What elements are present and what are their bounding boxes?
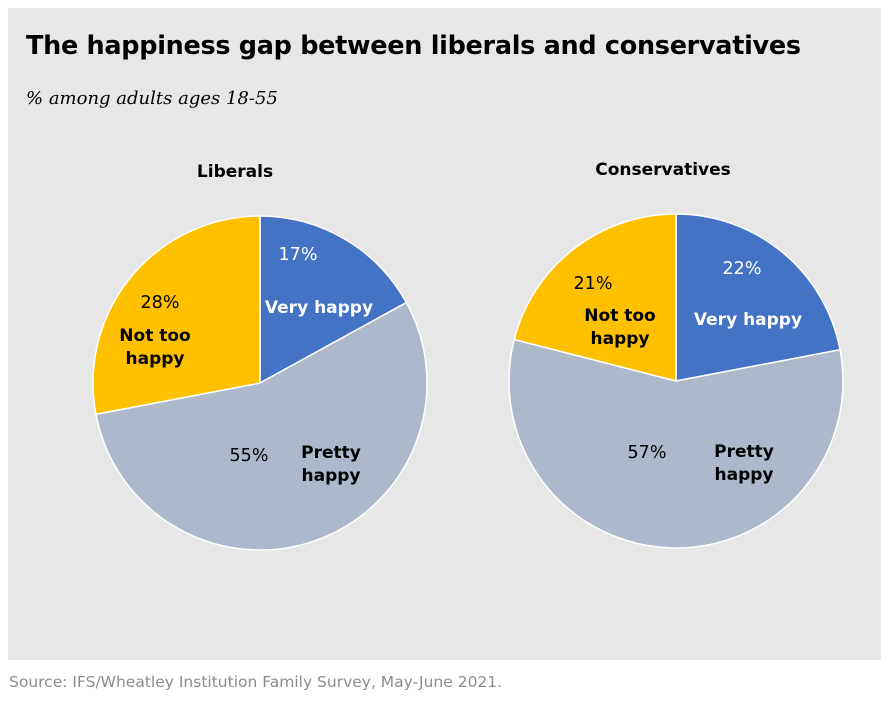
pie-title-liberals: Liberals	[197, 162, 273, 182]
pie-category-label-line: happy	[302, 466, 361, 486]
pie-slice-liberals-not-too-happy	[92, 215, 261, 416]
pie-chart-conservatives: Conservatives 22% Very happy 57% Pretty happ…	[508, 160, 844, 549]
pie-category-label-liberals-not-too-happy: Not too happy	[119, 326, 190, 369]
pie-category-label-conservatives-very-happy: Very happy	[694, 310, 802, 330]
pie-category-label-line: happy	[126, 349, 185, 369]
chart-subtitle: % among adults ages 18-55	[26, 88, 278, 109]
pie-value-label-conservatives-pretty-happy: 57%	[628, 443, 667, 463]
pie-value-label-liberals-not-too-happy: 28%	[141, 293, 180, 313]
pie-category-label-line: Not too	[119, 326, 190, 346]
pie-value-label-liberals-very-happy: 17%	[279, 245, 318, 265]
pie-category-label-line: Pretty	[301, 443, 361, 463]
pie-category-label-liberals-very-happy: Very happy	[265, 298, 373, 318]
pie-category-label-line: happy	[591, 329, 650, 349]
pie-slice-liberals-pretty-happy	[95, 301, 428, 551]
pie-chart-liberals: Liberals 17% Very happy 55% Pretty happy 28% N…	[92, 162, 428, 551]
pie-category-label-conservatives-pretty-happy: Pretty happy	[714, 442, 774, 485]
pie-category-label-liberals-pretty-happy: Pretty happy	[301, 443, 361, 486]
pie-category-label-line: Very happy	[265, 298, 373, 318]
pie-value-label-conservatives-not-too-happy: 21%	[574, 274, 613, 294]
pie-title-conservatives: Conservatives	[595, 160, 731, 180]
pie-slice-conservatives-not-too-happy	[513, 213, 677, 382]
source-note: Source: IFS/Wheatley Institution Family …	[9, 673, 503, 691]
pie-category-label-line: Pretty	[714, 442, 774, 462]
chart-title: The happiness gap between liberals and c…	[26, 31, 801, 61]
pie-slice-conservatives-pretty-happy	[508, 338, 844, 549]
pie-value-label-liberals-pretty-happy: 55%	[230, 446, 269, 466]
pie-category-label-conservatives-not-too-happy: Not too happy	[584, 306, 655, 349]
pie-category-label-line: Not too	[584, 306, 655, 326]
pie-slice-liberals-very-happy	[259, 215, 408, 384]
pie-slice-conservatives-very-happy	[675, 213, 841, 382]
pie-category-label-line: happy	[715, 465, 774, 485]
pie-category-label-line: Very happy	[694, 310, 802, 330]
pie-value-label-conservatives-very-happy: 22%	[723, 259, 762, 279]
